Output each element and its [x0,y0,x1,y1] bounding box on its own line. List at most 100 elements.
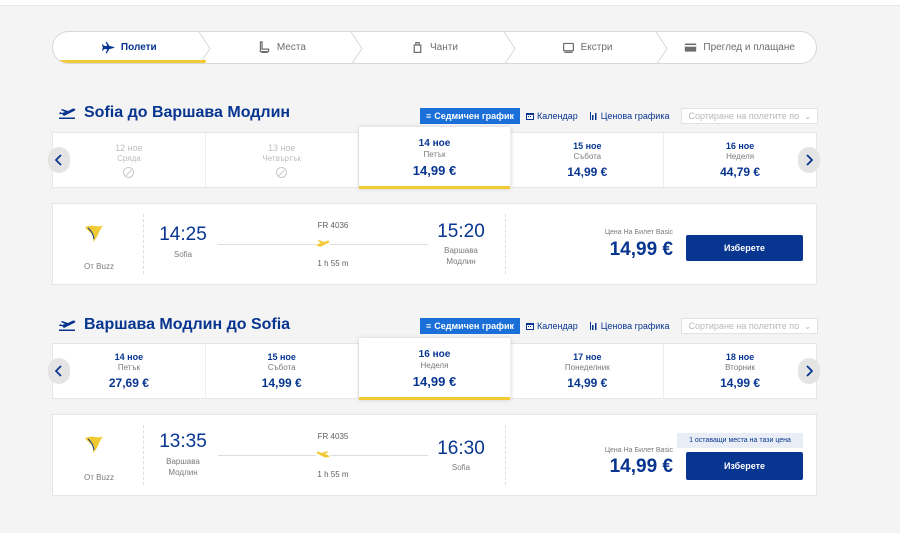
date-price: 44,79 € [720,165,761,179]
weekday-label: Вторник [725,363,756,372]
inbound-date-carousel: 14 ное Петък 27,69 € 15 ное Събота 14,99… [52,338,817,400]
tab-calendar[interactable]: Календар [520,108,584,124]
flight-duration: 1 h 55 m [317,470,349,479]
fare-label: Цена На Билет Basic [604,229,673,236]
departure-time: 13:35 [159,431,207,452]
step-label: Екстри [580,42,613,53]
plane-icon [101,41,115,54]
tab-price-chart[interactable]: Ценова графика [584,318,676,334]
arrival-city-line: Варшава [444,246,478,255]
arrival-time: 15:20 [437,221,485,242]
ryanair-logo-icon [85,225,103,242]
select-flight-button[interactable]: Изберете [686,235,803,261]
seats-left-badge: 1 оставащи места на тази цена [677,433,803,448]
plane-icon [316,239,330,249]
departure-city-line: Варшава [166,457,200,466]
arrival-time: 16:30 [437,438,485,459]
takeoff-icon [59,320,76,331]
step-seats[interactable]: Места [206,32,363,63]
date-label: 13 ное [267,142,296,153]
date-cell[interactable]: 15 ное Събота 14,99 € [511,133,665,187]
ryanair-logo-icon [85,436,103,453]
step-label: Преглед и плащане [703,42,795,53]
step-bags[interactable]: Чанти [358,32,516,63]
date-label: 18 ное [725,352,755,362]
seat-icon [259,41,270,53]
prev-dates-button[interactable] [48,147,70,173]
date-cell[interactable]: 14 ное Петък 27,69 € [53,344,206,398]
step-flights[interactable]: Полети [53,32,211,63]
flight-number: FR 4036 [317,221,349,230]
takeoff-icon [59,108,76,119]
fare-price: 14,99 € [609,239,673,260]
list-icon: ≡ [426,111,432,121]
date-cell: 13 ное Четвъртък [206,133,359,187]
step-divider [655,32,668,63]
fare-label: Цена На Билет Basic [604,447,673,454]
date-price: 14,99 € [261,376,302,390]
tab-label: Ценова графика [600,321,670,331]
booking-steps: Полети Места Чанти Екстри Преглед и плащ… [52,31,817,64]
divider [143,425,144,485]
date-cell[interactable]: 17 ное Понеделник 14,99 € [511,344,665,398]
next-dates-button[interactable] [798,147,820,173]
operator-label: От Buzz [84,473,114,482]
tab-weekly-schedule[interactable]: ≡ Седмичен график [420,318,521,334]
plane-icon [316,450,330,460]
inbound-view-tabs: ≡ Седмичен график Календар Ценова график… [420,318,819,334]
inbound-title-text: Варшава Модлин до Sofia [84,316,291,333]
inbound-title: Варшава Модлин до Sofia [58,316,290,334]
date-label: 16 ное [725,141,755,151]
chevron-left-icon [55,365,62,377]
date-label: 15 ное [267,352,296,362]
weekday-label: Петък [117,363,140,372]
chevron-right-icon [806,365,813,377]
date-cell[interactable]: 18 ное Вторник 14,99 € [664,344,816,398]
date-price: 14,99 € [567,376,608,390]
divider [143,214,144,274]
chevron-down-icon: ⌄ [803,320,812,331]
step-extras[interactable]: Екстри [511,32,668,63]
date-cell-selected[interactable]: 14 ное Петък 14,99 € [358,127,512,189]
date-price: 14,99 € [412,374,457,389]
arrival-city: Варшава Модлин [431,245,491,267]
step-divider [350,32,363,63]
date-cell[interactable]: 16 ное Неделя 44,79 € [664,133,816,187]
step-review-payment[interactable]: Преглед и плащане [663,32,816,63]
weekday-label: Неделя [420,361,449,370]
date-label: 14 ное [418,138,451,149]
fare-price: 14,99 € [609,456,673,477]
weekday-label: Понеделник [564,363,610,372]
divider [505,425,506,485]
tab-label: Календар [537,321,578,331]
sort-placeholder: Сортиране на полетите по [688,111,800,121]
sort-dropdown[interactable]: Сортиране на полетите по ⌄ [681,108,819,124]
operator-label: От Buzz [84,262,114,271]
step-label: Места [276,42,306,53]
flight-number: FR 4035 [317,432,349,441]
unavailable-icon [276,166,288,178]
outbound-title: Sofia до Варшава Модлин [58,104,290,122]
departure-time: 14:25 [159,224,207,245]
date-cell-selected[interactable]: 16 ное Неделя 14,99 € [358,338,512,400]
departure-city: Sofia [173,250,193,259]
date-price: 14,99 € [567,165,608,179]
tab-price-chart[interactable]: Ценова графика [584,108,676,124]
step-divider [503,32,516,63]
weekday-label: Събота [573,152,602,161]
tab-label: Седмичен график [434,321,515,331]
sort-dropdown[interactable]: Сортиране на полетите по ⌄ [681,318,819,334]
bar-chart-icon [589,112,597,120]
select-flight-button[interactable]: Изберете [686,452,803,480]
next-dates-button[interactable] [798,358,820,384]
car-icon [562,42,574,53]
sort-placeholder: Сортиране на полетите по [688,321,800,331]
tab-calendar[interactable]: Календар [520,318,584,334]
prev-dates-button[interactable] [48,358,70,384]
arrival-city-line: Модлин [446,257,476,266]
tab-weekly-schedule[interactable]: ≡ Седмичен график [420,108,521,124]
tab-label: Седмичен график [434,111,515,121]
date-cell[interactable]: 15 ное Събота 14,99 € [206,344,359,398]
date-label: 12 ное [115,142,143,153]
date-cell: 12 ное Сряда [53,133,206,187]
